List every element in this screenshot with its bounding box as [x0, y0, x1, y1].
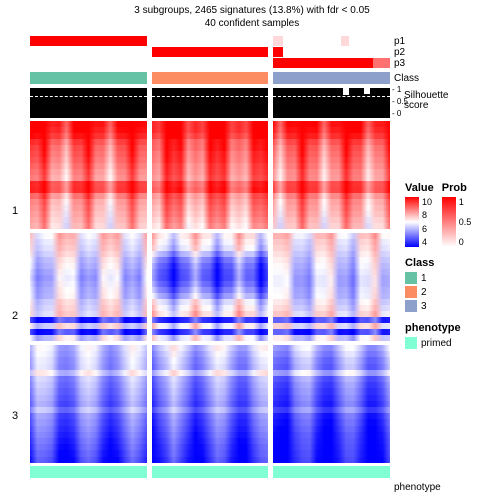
legend-swatch-class-1	[405, 272, 417, 284]
row-cluster-label-1: 1	[12, 205, 18, 217]
title-line2: 40 confident samples	[0, 17, 504, 30]
legend-title-prob: Prob	[442, 182, 472, 194]
legend-swatch-class-2	[405, 286, 417, 298]
label-class: Class	[394, 73, 419, 84]
legend-gradient-value	[405, 197, 419, 247]
annot-row-p2	[30, 47, 390, 57]
column-annotations	[30, 36, 390, 84]
legend-title-class: Class	[405, 257, 500, 269]
title-line1: 3 subgroups, 2465 signatures (13.8%) wit…	[0, 4, 504, 17]
label-p2: p2	[394, 47, 405, 58]
legend-title-value: Value	[405, 182, 434, 194]
row-cluster-label-3: 3	[12, 410, 18, 422]
legend-swatch-class-3	[405, 300, 417, 312]
legend-swatch-phenotype	[405, 337, 417, 349]
label-p3: p3	[394, 58, 405, 69]
silhouette-track	[30, 88, 390, 118]
main-plot	[30, 36, 390, 491]
legend-title-phenotype: phenotype	[405, 322, 500, 334]
legend-panel: Value10864Prob10.50Class123phenotypeprim…	[405, 182, 500, 351]
annot-row-p3	[30, 58, 390, 68]
legend-gradient-prob	[442, 197, 456, 247]
label-p1: p1	[394, 36, 405, 47]
chart-title: 3 subgroups, 2465 signatures (13.8%) wit…	[0, 0, 504, 30]
heatmap-body	[30, 121, 390, 463]
label-phenotype: phenotype	[394, 482, 441, 493]
annot-row-p1	[30, 36, 390, 46]
row-cluster-label-2: 2	[12, 310, 18, 322]
annot-row-class	[30, 72, 390, 84]
phenotype-annotation	[30, 466, 390, 478]
label-silhouette: Silhouettescore	[404, 91, 464, 111]
